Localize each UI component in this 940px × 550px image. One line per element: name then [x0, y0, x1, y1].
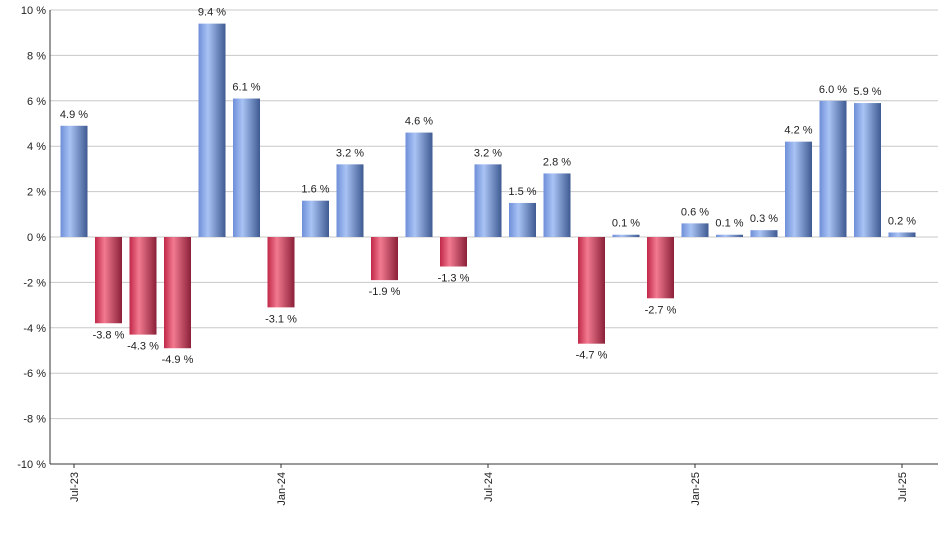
- bar-positive: [612, 234, 640, 237]
- x-tick-label: Jul-24: [483, 472, 495, 502]
- bar-value-label: -1.3 %: [438, 273, 470, 285]
- bar-positive: [854, 103, 881, 237]
- y-tick-label: 10 %: [21, 5, 46, 17]
- bar-positive: [509, 202, 536, 237]
- bar-positive: [750, 230, 778, 237]
- bar-value-label: 0.2 %: [888, 215, 916, 227]
- y-tick-label: -6 %: [23, 368, 46, 380]
- y-tick-label: 4 %: [27, 141, 46, 153]
- bar-positive: [60, 125, 88, 237]
- bars: [60, 23, 916, 349]
- bar-positive: [819, 100, 847, 237]
- axes: [49, 10, 938, 465]
- bar-positive: [233, 98, 260, 237]
- bar-positive: [302, 200, 329, 237]
- bar-value-label: -2.7 %: [645, 304, 677, 316]
- y-tick-label: 8 %: [27, 50, 46, 62]
- y-tick-label: -10 %: [17, 459, 46, 471]
- bar-negative: [647, 237, 674, 299]
- bar-positive: [405, 132, 433, 237]
- bar-positive: [681, 223, 709, 237]
- bar-negative: [164, 237, 191, 349]
- y-tick-label: -8 %: [23, 414, 46, 426]
- bar-value-label: 1.5 %: [508, 186, 536, 198]
- bar-value-label: -3.1 %: [265, 313, 297, 325]
- bar-value-label: -4.7 %: [576, 350, 608, 362]
- bar-value-label: 4.9 %: [60, 109, 88, 121]
- bar-positive: [198, 23, 226, 238]
- x-tick-label: Jul-23: [69, 472, 81, 502]
- y-tick-label: -4 %: [23, 323, 46, 335]
- y-tick-label: 6 %: [27, 96, 46, 108]
- bar-negative: [440, 237, 467, 267]
- bar-value-label: 4.6 %: [405, 116, 433, 128]
- bar-value-label: -1.9 %: [369, 286, 401, 298]
- y-tick-label: 2 %: [27, 187, 46, 199]
- bar-negative: [371, 237, 398, 281]
- bar-positive: [543, 173, 571, 237]
- bar-value-label: 0.1 %: [715, 218, 743, 230]
- bar-value-label: 2.8 %: [543, 156, 571, 168]
- bar-value-label: -3.8 %: [93, 329, 125, 341]
- bar-value-label: 0.6 %: [681, 206, 709, 218]
- bar-positive: [785, 141, 812, 237]
- bar-negative: [267, 237, 295, 308]
- y-axis-tick-labels: 10 % 8 % 6 % 4 % 2 % 0 % -2 % -4 % -6 % -8 % -10 %: [17, 5, 46, 471]
- bar-value-label: 3.2 %: [336, 147, 364, 159]
- bar-value-label: 1.6 %: [301, 184, 329, 196]
- x-tick-label: Jan-24: [276, 472, 288, 506]
- bar-positive: [716, 234, 743, 237]
- bar-positive: [336, 164, 364, 237]
- bar-value-label: 6.1 %: [232, 82, 260, 94]
- bar-positive: [474, 164, 502, 237]
- bar-value-label: 9.4 %: [198, 7, 226, 19]
- bar-value-label: 4.2 %: [784, 125, 812, 137]
- bar-value-label: 3.2 %: [474, 147, 502, 159]
- y-tick-label: -2 %: [23, 277, 46, 289]
- bar-value-label: -4.9 %: [162, 354, 194, 366]
- x-tick-label: Jul-25: [897, 472, 909, 502]
- y-tick-label: 0 %: [27, 232, 46, 244]
- bar-value-label: 0.1 %: [612, 218, 640, 230]
- bar-value-label: -4.3 %: [127, 341, 159, 353]
- bar-negative: [95, 237, 122, 324]
- bar-value-label: 0.3 %: [750, 213, 778, 225]
- bar-negative: [129, 237, 157, 335]
- x-tick-label: Jan-25: [690, 472, 702, 506]
- bar-value-label: 5.9 %: [853, 86, 881, 98]
- bar-value-labels: 4.9 % -3.8 %-4.3 %-4.9 % 9.4 % 6.1 % -3.1 % 1…: [60, 7, 916, 367]
- bar-value-label: 6.0 %: [819, 84, 847, 96]
- x-axis-tick-labels: Jul-23 Jan-24 Jul-24 Jan-25 Jul-25: [69, 464, 909, 506]
- bar-positive: [888, 232, 916, 237]
- bar-negative: [578, 237, 605, 344]
